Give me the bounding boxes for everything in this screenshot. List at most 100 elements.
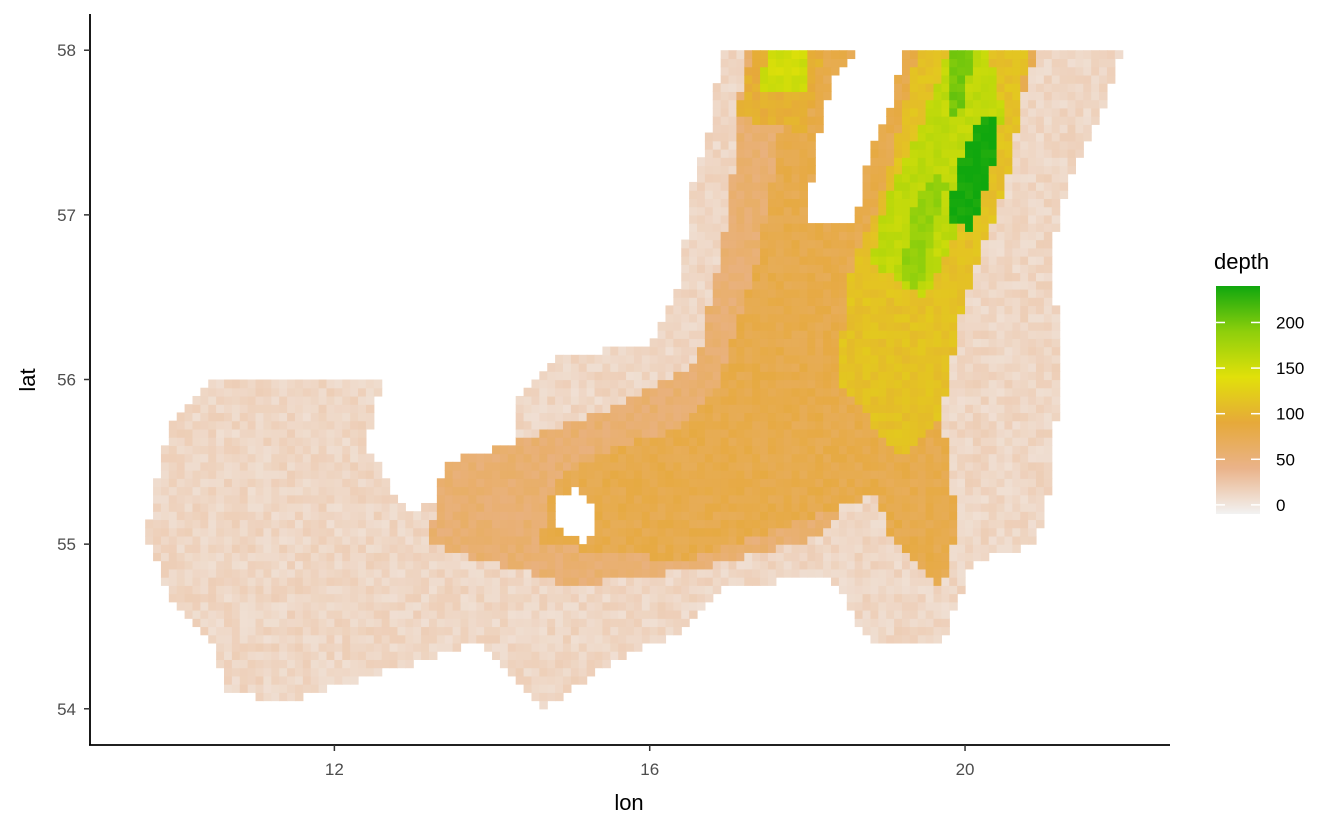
heatmap-cell (901, 58, 911, 68)
heatmap-cell (791, 494, 801, 504)
heatmap-cell (578, 593, 588, 603)
heatmap-cell (838, 305, 848, 315)
heatmap-cell (799, 206, 808, 216)
heatmap-cell (302, 404, 312, 414)
heatmap-cell (562, 461, 572, 471)
heatmap-cell (531, 593, 540, 603)
heatmap-cell (271, 470, 280, 479)
heatmap-cell (909, 198, 919, 208)
heatmap-cell (421, 618, 430, 628)
heatmap-cell (862, 453, 872, 463)
heatmap-cell (1012, 124, 1021, 134)
heatmap-cell (886, 149, 895, 158)
heatmap-cell (949, 511, 958, 521)
heatmap-cell (697, 395, 706, 405)
heatmap-cell (271, 601, 280, 611)
heatmap-cell (957, 502, 966, 512)
heatmap-cell (854, 387, 864, 397)
heatmap-cell (862, 223, 872, 232)
heatmap-cell (216, 470, 225, 479)
heatmap-cell (996, 223, 1006, 232)
heatmap-cell (862, 256, 872, 265)
heatmap-cell (689, 519, 698, 529)
heatmap-cell (886, 297, 895, 307)
heatmap-cell (271, 502, 280, 512)
heatmap-cell (807, 297, 816, 307)
heatmap-cell (886, 478, 895, 488)
heatmap-cell (767, 379, 777, 389)
heatmap-cell (302, 420, 312, 430)
heatmap-cell (373, 387, 383, 397)
heatmap-cell (949, 453, 958, 463)
heatmap-cell (704, 552, 714, 562)
heatmap-cell (216, 494, 225, 504)
heatmap-cell (294, 560, 304, 570)
heatmap-cell (783, 568, 793, 578)
heatmap-cell (263, 502, 272, 512)
heatmap-cell (389, 585, 399, 595)
heatmap-cell (200, 395, 209, 405)
heatmap-cell (224, 478, 233, 488)
heatmap-cell (602, 494, 611, 504)
heatmap-cell (783, 124, 793, 134)
heatmap-cell (775, 239, 785, 249)
heatmap-cell (1020, 280, 1029, 290)
heatmap-cell (326, 577, 335, 586)
heatmap-cell (673, 387, 682, 397)
heatmap-cell (988, 149, 998, 158)
heatmap-cell (712, 116, 722, 125)
heatmap-cell (1028, 66, 1037, 76)
heatmap-cell (373, 651, 383, 660)
heatmap-cell (720, 511, 730, 521)
heatmap-cell (673, 445, 682, 455)
heatmap-cell (476, 560, 485, 570)
heatmap-cell (744, 428, 753, 438)
heatmap-cell (767, 239, 777, 249)
heatmap-cell (957, 124, 966, 134)
heatmap-cell (397, 511, 406, 521)
heatmap-cell (878, 124, 887, 134)
heatmap-cell (767, 272, 777, 282)
heatmap-cell (823, 453, 832, 463)
heatmap-cell (184, 511, 194, 521)
heatmap-cell (428, 535, 438, 545)
heatmap-cell (704, 420, 714, 430)
heatmap-cell (697, 461, 706, 471)
heatmap-cell (760, 412, 769, 422)
heatmap-cell (791, 50, 801, 60)
heatmap-cell (153, 527, 162, 537)
heatmap-cell (720, 173, 730, 183)
heatmap-cell (484, 519, 493, 529)
heatmap-cell (697, 272, 706, 282)
heatmap-cell (752, 214, 761, 224)
heatmap-cell (957, 264, 966, 274)
heatmap-cell (878, 256, 887, 265)
heatmap-cell (894, 83, 903, 92)
heatmap-cell (957, 395, 966, 405)
heatmap-cell (231, 568, 241, 578)
heatmap-cell (176, 535, 186, 545)
heatmap-cell (626, 387, 635, 397)
heatmap-cell (633, 601, 643, 611)
heatmap-cell (886, 601, 895, 611)
heatmap-cell (854, 395, 864, 405)
heatmap-cell (484, 453, 493, 463)
heatmap-cell (760, 354, 769, 364)
heatmap-cell (224, 404, 233, 414)
heatmap-cell (807, 437, 816, 446)
heatmap-cell (728, 264, 738, 274)
heatmap-cell (744, 552, 753, 562)
heatmap-cell (302, 445, 312, 455)
heatmap-cell (846, 577, 856, 586)
heatmap-cell (618, 379, 627, 389)
heatmap-cell (247, 568, 257, 578)
heatmap-cell (807, 445, 816, 455)
heatmap-cell (823, 330, 832, 339)
heatmap-cell (838, 428, 848, 438)
heatmap-cell (996, 280, 1006, 290)
heatmap-cell (405, 618, 414, 628)
heatmap-cell (255, 618, 265, 628)
heatmap-cell (1004, 206, 1013, 216)
heatmap-cell (760, 338, 769, 348)
heatmap-cell (239, 667, 249, 677)
